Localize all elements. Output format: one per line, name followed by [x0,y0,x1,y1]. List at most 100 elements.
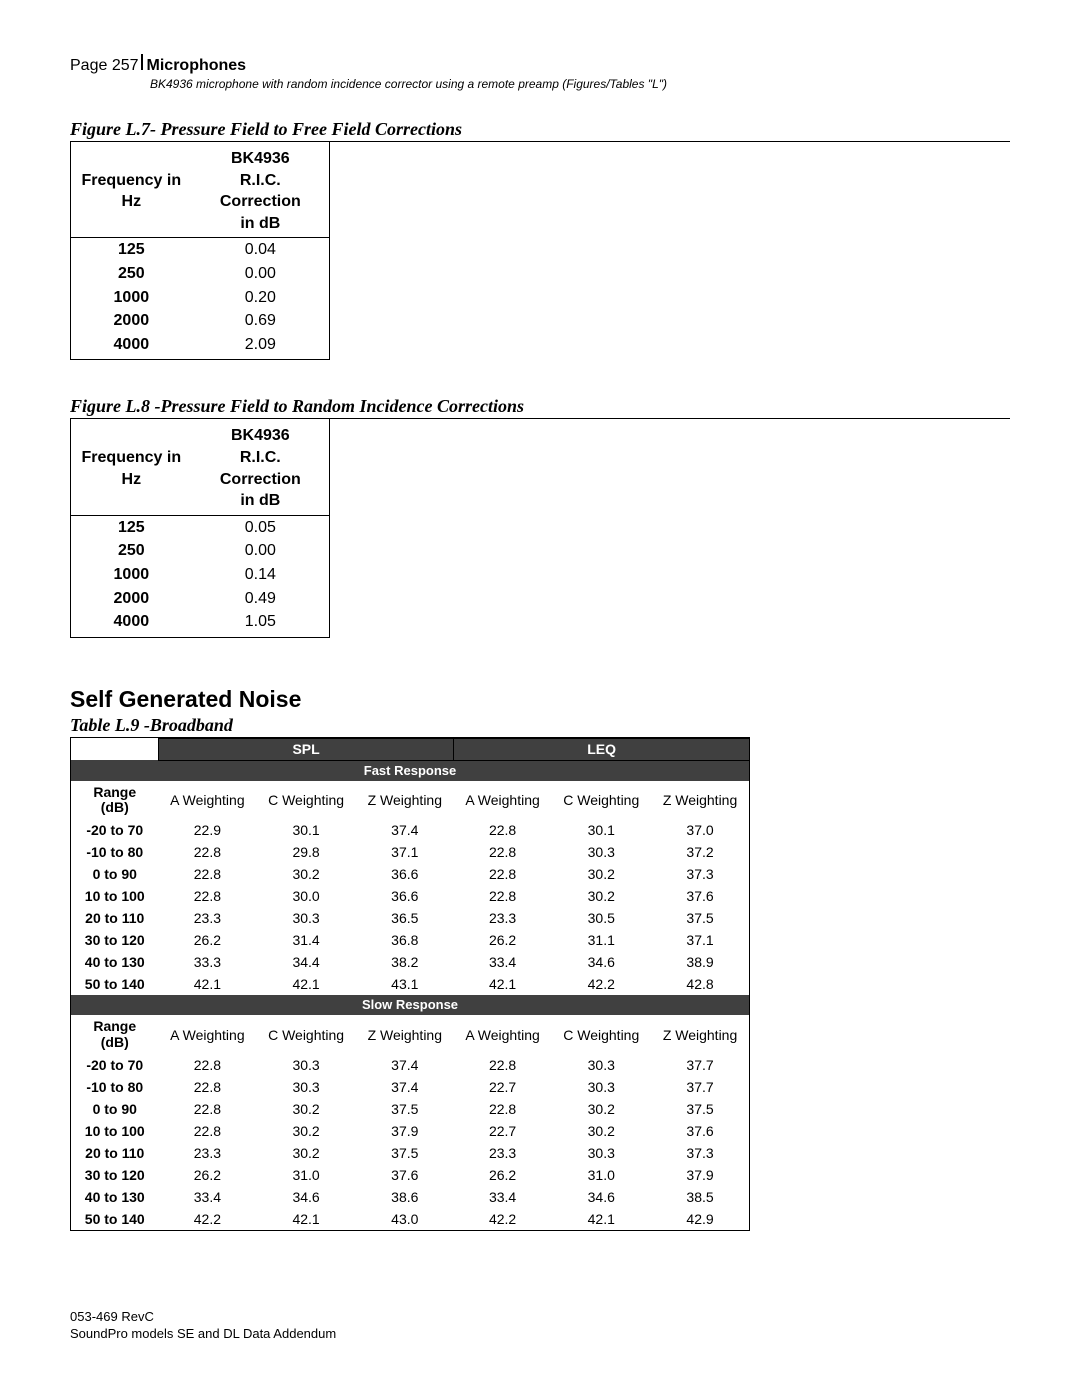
range-cell: 0 to 90 [71,863,159,885]
a2-cell: 26.2 [454,1164,552,1186]
c1-cell: 30.2 [256,863,356,885]
a2-cell: 22.8 [454,863,552,885]
col-a1: A Weighting [159,781,257,820]
page-footer: 053-469 RevC SoundPro models SE and DL D… [70,1309,336,1343]
c2-cell: 30.3 [551,1076,651,1098]
a2-cell: 22.8 [454,1054,552,1076]
z1-cell: 37.4 [356,1054,454,1076]
value-cell: 0.20 [190,286,330,310]
header-subtitle: BK4936 microphone with random incidence … [150,77,1010,91]
table-row: 20000.49 [71,587,330,611]
z1-cell: 37.1 [356,841,454,863]
col-corr-l4: in dB [240,215,280,232]
page-header: Page 257 Microphones [70,54,1010,75]
range-l2: (dB) [101,1034,129,1050]
table-row: 30 to 12026.231.436.826.231.137.1 [71,929,750,951]
c2-cell: 30.3 [551,841,651,863]
a2-cell: 23.3 [454,1142,552,1164]
slow-response-header: Slow Response [71,995,750,1015]
z1-cell: 36.6 [356,863,454,885]
table-row: -10 to 8022.830.337.422.730.337.7 [71,1076,750,1098]
table-row: 50 to 14042.142.143.142.142.242.8 [71,973,750,995]
col-corr-l1: BK4936 [231,150,290,167]
a2-cell: 22.8 [454,841,552,863]
col-z1: Z Weighting [356,781,454,820]
c2-cell: 31.0 [551,1164,651,1186]
z2-cell: 37.9 [651,1164,749,1186]
freq-cell: 2000 [71,587,190,611]
range-cell: 20 to 110 [71,907,159,929]
z1-cell: 38.2 [356,951,454,973]
col-corr-header: BK4936 R.I.C. Correction in dB [190,142,330,238]
page-number: Page 257 [70,57,139,75]
range-cell: 50 to 140 [71,973,159,995]
col-corr-l3: Correction [220,193,301,210]
col-freq-label: Frequency in Hz [82,172,182,211]
table-l9-caption: Table L.9 -Broadband [70,715,750,738]
z1-cell: 37.5 [356,1142,454,1164]
c2-cell: 30.3 [551,1054,651,1076]
col-corr-l2: R.I.C. [240,449,281,466]
a2-cell: 22.8 [454,819,552,841]
col-z2: Z Weighting [651,1015,749,1054]
a1-cell: 22.8 [159,863,257,885]
table-row: 40 to 13033.334.438.233.434.638.9 [71,951,750,973]
z1-cell: 37.5 [356,1098,454,1120]
table-row: 2500.00 [71,539,330,563]
table-l9: SPL LEQ Fast Response Range (dB) A Weigh… [70,738,750,1232]
table-row: 1250.05 [71,515,330,539]
z2-cell: 37.3 [651,863,749,885]
value-cell: 0.05 [190,515,330,539]
range-cell: 10 to 100 [71,1120,159,1142]
c1-cell: 30.2 [256,1142,356,1164]
a1-cell: 23.3 [159,907,257,929]
freq-cell: 125 [71,515,190,539]
footer-line2: SoundPro models SE and DL Data Addendum [70,1326,336,1343]
col-corr-header: BK4936 R.I.C. Correction in dB [190,419,330,515]
a1-cell: 22.8 [159,1098,257,1120]
range-cell: -10 to 80 [71,1076,159,1098]
a1-cell: 22.8 [159,1076,257,1098]
z1-cell: 38.6 [356,1186,454,1208]
c2-cell: 30.5 [551,907,651,929]
c1-cell: 30.1 [256,819,356,841]
z2-cell: 37.6 [651,1120,749,1142]
freq-cell: 1000 [71,563,190,587]
c2-cell: 34.6 [551,951,651,973]
z2-cell: 37.5 [651,907,749,929]
range-cell: 30 to 120 [71,1164,159,1186]
range-l1: Range [93,784,136,800]
col-a1: A Weighting [159,1015,257,1054]
col-a2: A Weighting [454,1015,552,1054]
a1-cell: 23.3 [159,1142,257,1164]
col-freq-header: Frequency in Hz [71,419,190,515]
value-cell: 0.00 [190,539,330,563]
c2-cell: 30.2 [551,863,651,885]
table-row: -20 to 7022.830.337.422.830.337.7 [71,1054,750,1076]
leq-group-header: LEQ [454,738,750,760]
c1-cell: 30.3 [256,907,356,929]
value-cell: 0.49 [190,587,330,611]
figure-l8-caption: Figure L.8 -Pressure Field to Random Inc… [70,396,1010,419]
z2-cell: 37.7 [651,1054,749,1076]
header-divider [141,54,143,70]
c1-cell: 30.3 [256,1076,356,1098]
section-heading: Self Generated Noise [70,686,1010,713]
c1-cell: 30.2 [256,1098,356,1120]
col-corr-l3: Correction [220,471,301,488]
figure-l8-table: Frequency in Hz BK4936 R.I.C. Correction… [70,419,330,637]
freq-cell: 2000 [71,309,190,333]
c1-cell: 42.1 [256,973,356,995]
range-cell: 0 to 90 [71,1098,159,1120]
footer-line1: 053-469 RevC [70,1309,336,1326]
c1-cell: 30.2 [256,1120,356,1142]
a1-cell: 26.2 [159,1164,257,1186]
value-cell: 1.05 [190,610,330,637]
a1-cell: 42.2 [159,1208,257,1231]
z2-cell: 42.9 [651,1208,749,1231]
a1-cell: 22.8 [159,1120,257,1142]
z1-cell: 36.6 [356,885,454,907]
table-row: 1250.04 [71,238,330,262]
table-row: 30 to 12026.231.037.626.231.037.9 [71,1164,750,1186]
document-page: Page 257 Microphones BK4936 microphone w… [0,0,1080,1397]
